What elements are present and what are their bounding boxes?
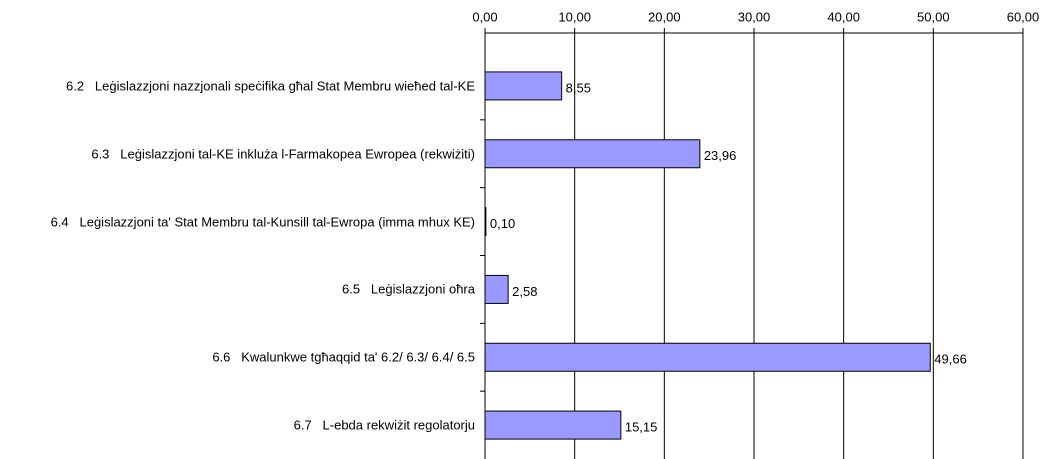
data-label: 23,96	[704, 148, 737, 163]
bar	[484, 342, 931, 372]
y-tick-label: 6.6 Kwalunkwe tgħaqqid ta' 6.2/ 6.3/ 6.4…	[212, 349, 475, 365]
data-label: 0,10	[490, 216, 515, 231]
bar	[484, 207, 487, 237]
bar	[484, 139, 701, 169]
bar	[484, 274, 509, 304]
x-tick-label: 20,00	[648, 9, 681, 24]
y-tick-label: 6.2 Leġislazzjoni nazzjonali speċifika g…	[66, 78, 475, 94]
y-tick-label: 6.5 Leġislazzjoni oħra	[342, 281, 475, 297]
x-tick-label: 30,00	[738, 9, 771, 24]
data-label: 8,55	[566, 80, 591, 95]
bar	[484, 71, 563, 101]
x-tick-label: 40,00	[827, 9, 860, 24]
x-tick-label: 0,00	[472, 9, 497, 24]
y-tick-label: 6.3 Leġislazzjoni tal-KE inkluża l-Farma…	[91, 146, 475, 162]
y-tick-label: 6.4 Leġislazzjoni ta' Stat Membru tal-Ku…	[50, 214, 475, 230]
y-tick-label: 6.7 L-ebda rekwiżit regolatorju	[293, 417, 475, 433]
data-label: 49,66	[934, 352, 967, 367]
data-label: 2,58	[512, 284, 537, 299]
x-tick-label: 60,00	[1007, 9, 1040, 24]
bar	[484, 410, 622, 440]
x-tick-label: 50,00	[917, 9, 950, 24]
x-tick-label: 10,00	[558, 9, 591, 24]
data-label: 15,15	[625, 420, 658, 435]
